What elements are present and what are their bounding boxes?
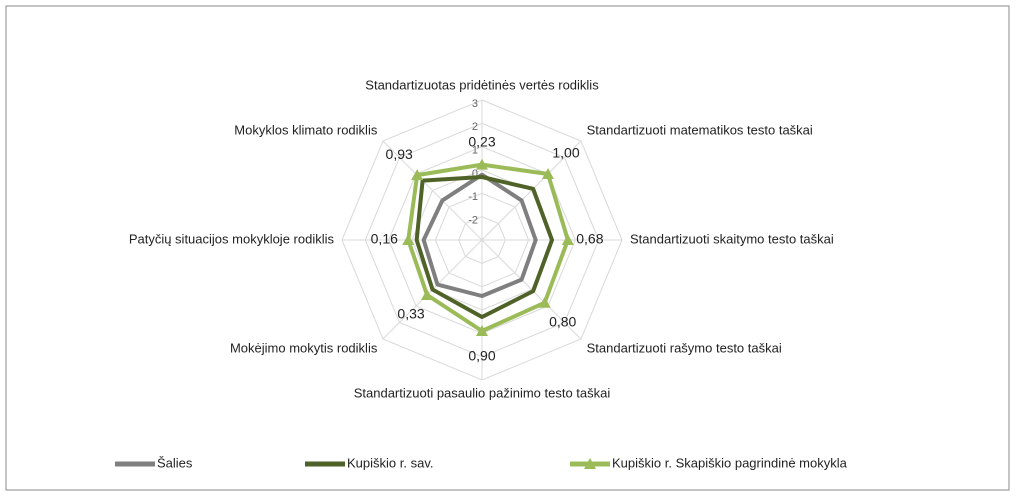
axis-label: Mokyklos klimato rodiklis [234,123,378,138]
data-label: 0,33 [397,306,424,322]
marker [411,169,424,181]
data-label: 0,80 [549,313,576,329]
axis-label: Standartizuoti pasaulio pažinimo testo t… [354,385,611,400]
r-tick-label: -2 [468,215,478,227]
series-line [421,172,538,298]
legend-label: Kupiškio r. Skapiškio pagrindinė mokykla [612,455,848,470]
spoke [481,239,582,340]
data-label: 0,16 [371,231,398,247]
marker [561,234,574,245]
marker [541,168,554,180]
chart-border [5,5,1010,491]
axis-label: Mokėjimo mokytis rodiklis [230,340,378,355]
marker [476,158,488,170]
data-label: 0,68 [576,231,603,247]
r-tick-label: 3 [472,98,478,110]
series-line [414,175,554,319]
axis-label: Standartizuoti rašymo testo taškai [587,340,782,355]
marker [538,296,551,308]
marker [476,325,488,336]
legend-label: Šalies [157,455,193,470]
legend-marker [584,458,596,469]
r-tick-label: 2 [472,121,478,133]
marker [421,288,434,300]
data-label: 0,93 [386,146,413,162]
axis-label: Standartizuotas pridėtinės vertės rodikl… [365,77,599,92]
r-tick-label: 1 [472,145,478,157]
r-tick-label: 0 [472,168,478,180]
r-tick-label: -1 [468,191,478,203]
data-label: 0,23 [468,133,495,149]
data-label: 0,90 [468,348,495,364]
legend-label: Kupiškio r. sav. [347,455,433,470]
axis-label: Patyčių situacijos mokykloje rodiklis [129,231,335,246]
marker [402,234,415,245]
axis-label: Standartizuoti matematikos testo taškai [587,123,813,138]
axis-label: Standartizuoti skaitymo testo taškai [630,231,834,246]
data-label: 1,00 [552,145,579,161]
spoke [382,140,483,241]
